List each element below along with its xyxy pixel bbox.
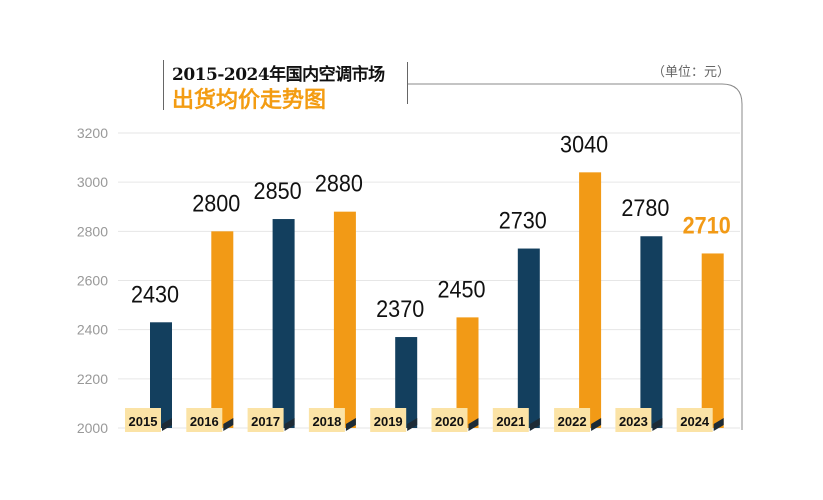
year-label: 2024 [680,414,710,429]
bar-2015 [150,322,172,428]
bar-2023 [640,236,663,428]
value-label: 2450 [437,275,485,302]
bar-2024 [701,253,724,428]
value-label: 2430 [131,280,179,307]
year-label: 2019 [374,414,403,429]
bar-shadow [713,418,724,431]
value-label: 2850 [254,177,302,204]
bar-2019 [395,337,418,428]
year-label: 2015 [129,414,158,429]
bar-shadow [468,418,479,431]
title-divider-right [407,62,408,104]
year-label-box [247,408,284,432]
value-label: 2800 [192,189,240,216]
bar-shadow [652,418,663,431]
bar-2022 [579,172,602,428]
year-label-box [125,408,161,432]
year-label: 2023 [619,414,648,429]
bar-shadow [345,418,356,431]
chart-title: 2015-2024年国内空调市场 [172,65,385,85]
y-tick-label: 2200 [77,371,108,387]
year-label-box [431,408,468,432]
y-tick-label: 2800 [77,223,108,239]
bar-shadow [407,418,418,431]
bar-shadow [223,418,234,431]
year-label: 2017 [251,414,280,429]
bar-2016 [211,231,234,428]
chart-subtitle: 出货均价走势图 [172,87,327,113]
year-label: 2016 [190,414,219,429]
bar-2018 [333,211,356,428]
bar-shadow [591,418,602,431]
y-tick-label: 2000 [77,420,108,436]
unit-label: （单位：元） [652,64,731,79]
value-label: 2780 [621,194,669,221]
year-label: 2021 [496,414,525,429]
year-label-box [492,408,529,432]
bar-2021 [517,248,540,428]
bar-shadow [162,418,172,431]
value-label: 2370 [376,295,424,322]
value-label: 2880 [315,170,363,197]
year-label-box [186,408,223,432]
year-label-box [676,408,713,432]
year-label: 2022 [558,414,587,429]
title-divider-left [163,60,164,110]
bar-shadow [284,418,295,431]
value-label: 2710 [683,211,731,238]
value-label: 2730 [499,206,547,233]
year-label-box [308,408,345,432]
bar-2017 [272,219,295,428]
y-tick-label: 2600 [77,273,108,289]
bar-shadow [529,418,540,431]
year-label-box [615,408,652,432]
y-tick-label: 3200 [77,125,108,141]
y-tick-label: 2400 [77,322,108,338]
year-label: 2020 [435,414,464,429]
year-label-box [554,408,591,432]
value-label: 3040 [560,130,608,157]
year-label: 2018 [312,414,341,429]
frame-line [408,83,743,430]
y-tick-label: 3000 [77,174,108,190]
year-label-box [370,408,407,432]
bar-2020 [456,317,479,428]
